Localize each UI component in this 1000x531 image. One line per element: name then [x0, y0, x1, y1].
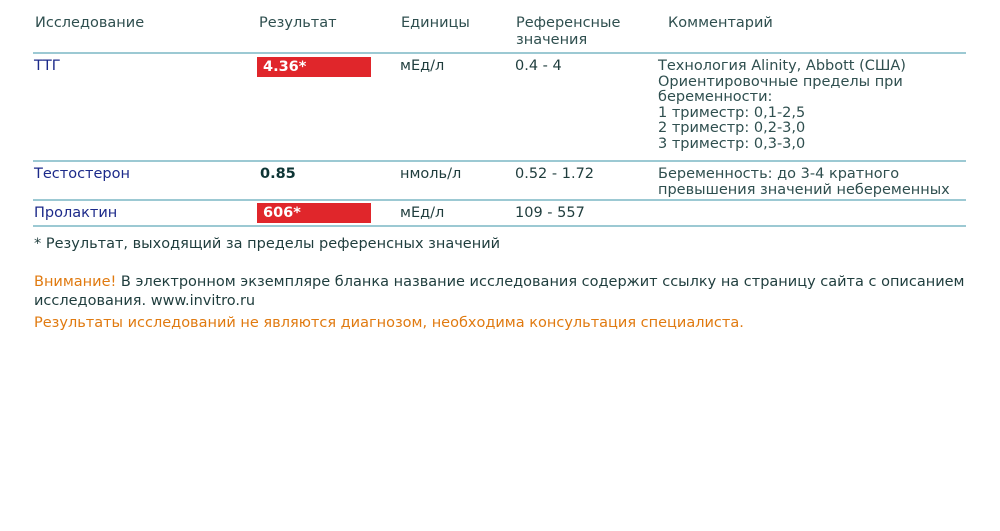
notice: Внимание! В электронном экземпляре бланк… — [34, 273, 964, 333]
footnote: * Результат, выходящий за пределы рефере… — [34, 236, 501, 252]
divider — [33, 199, 966, 201]
notice-text: В электронном экземпляре бланка название… — [116, 274, 965, 290]
result-flagged: 606* — [257, 203, 371, 223]
test-name-link[interactable]: Пролактин — [34, 205, 118, 221]
comment-line: превышения значений небеременных — [658, 181, 950, 198]
comment: Беременность: до 3-4 кратного превышения… — [658, 166, 950, 198]
units: мЕд/л — [400, 205, 445, 221]
test-name-link[interactable]: ТТГ — [34, 58, 61, 74]
test-name-link[interactable]: Тестостерон — [34, 166, 130, 182]
comment-line: 1 триместр: 0,1-2,5 — [658, 104, 806, 121]
header-reference: Референсные значения — [516, 15, 621, 48]
notice-text-2: исследования. www.invitro.ru — [34, 293, 256, 309]
comment-line: 3 триместр: 0,3-3,0 — [658, 135, 806, 152]
reference: 109 - 557 — [515, 205, 585, 221]
comment-line: 2 триместр: 0,2-3,0 — [658, 120, 806, 136]
comment-line: Ориентировочные пределы при — [658, 73, 903, 90]
header-result: Результат — [259, 15, 337, 31]
comment: Технология Alinity, Abbott (США) Ориенти… — [658, 58, 906, 152]
units: нмоль/л — [400, 166, 462, 182]
reference: 0.4 - 4 — [515, 58, 562, 74]
result-flagged: 4.36* — [257, 57, 371, 77]
divider — [33, 160, 966, 162]
header-comment: Комментарий — [668, 15, 773, 31]
comment-line: Беременность: до 3-4 кратного — [658, 166, 900, 182]
header-test: Исследование — [35, 15, 145, 31]
header-units: Единицы — [401, 15, 470, 31]
units: мЕд/л — [400, 58, 445, 74]
divider — [33, 52, 966, 54]
reference: 0.52 - 1.72 — [515, 166, 595, 182]
disclaimer: Результаты исследований не являются диаг… — [34, 315, 744, 331]
divider — [33, 225, 966, 227]
notice-label: Внимание! — [34, 274, 117, 290]
comment-line: Технология Alinity, Abbott (США) — [658, 58, 906, 74]
result: 0.85 — [260, 166, 296, 182]
comment-line: беременности: — [658, 89, 773, 105]
